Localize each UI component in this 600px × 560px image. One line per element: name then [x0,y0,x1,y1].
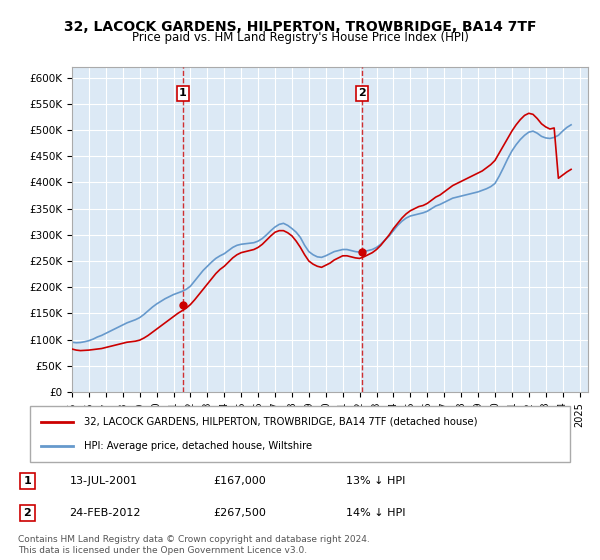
Text: 2: 2 [358,88,366,99]
Text: Price paid vs. HM Land Registry's House Price Index (HPI): Price paid vs. HM Land Registry's House … [131,31,469,44]
Text: 24-FEB-2012: 24-FEB-2012 [70,508,141,518]
Text: This data is licensed under the Open Government Licence v3.0.: This data is licensed under the Open Gov… [18,547,307,556]
Text: 14% ↓ HPI: 14% ↓ HPI [346,508,406,518]
Text: 13% ↓ HPI: 13% ↓ HPI [346,476,406,486]
Text: £167,000: £167,000 [214,476,266,486]
Text: 32, LACOCK GARDENS, HILPERTON, TROWBRIDGE, BA14 7TF: 32, LACOCK GARDENS, HILPERTON, TROWBRIDG… [64,20,536,34]
Text: 13-JUL-2001: 13-JUL-2001 [70,476,138,486]
Text: Contains HM Land Registry data © Crown copyright and database right 2024.: Contains HM Land Registry data © Crown c… [18,535,370,544]
FancyBboxPatch shape [30,406,570,462]
Text: 2: 2 [23,508,31,518]
Text: 32, LACOCK GARDENS, HILPERTON, TROWBRIDGE, BA14 7TF (detached house): 32, LACOCK GARDENS, HILPERTON, TROWBRIDG… [84,417,478,427]
Text: 1: 1 [179,88,187,99]
Text: £267,500: £267,500 [214,508,266,518]
Text: 1: 1 [23,476,31,486]
Text: HPI: Average price, detached house, Wiltshire: HPI: Average price, detached house, Wilt… [84,441,312,451]
